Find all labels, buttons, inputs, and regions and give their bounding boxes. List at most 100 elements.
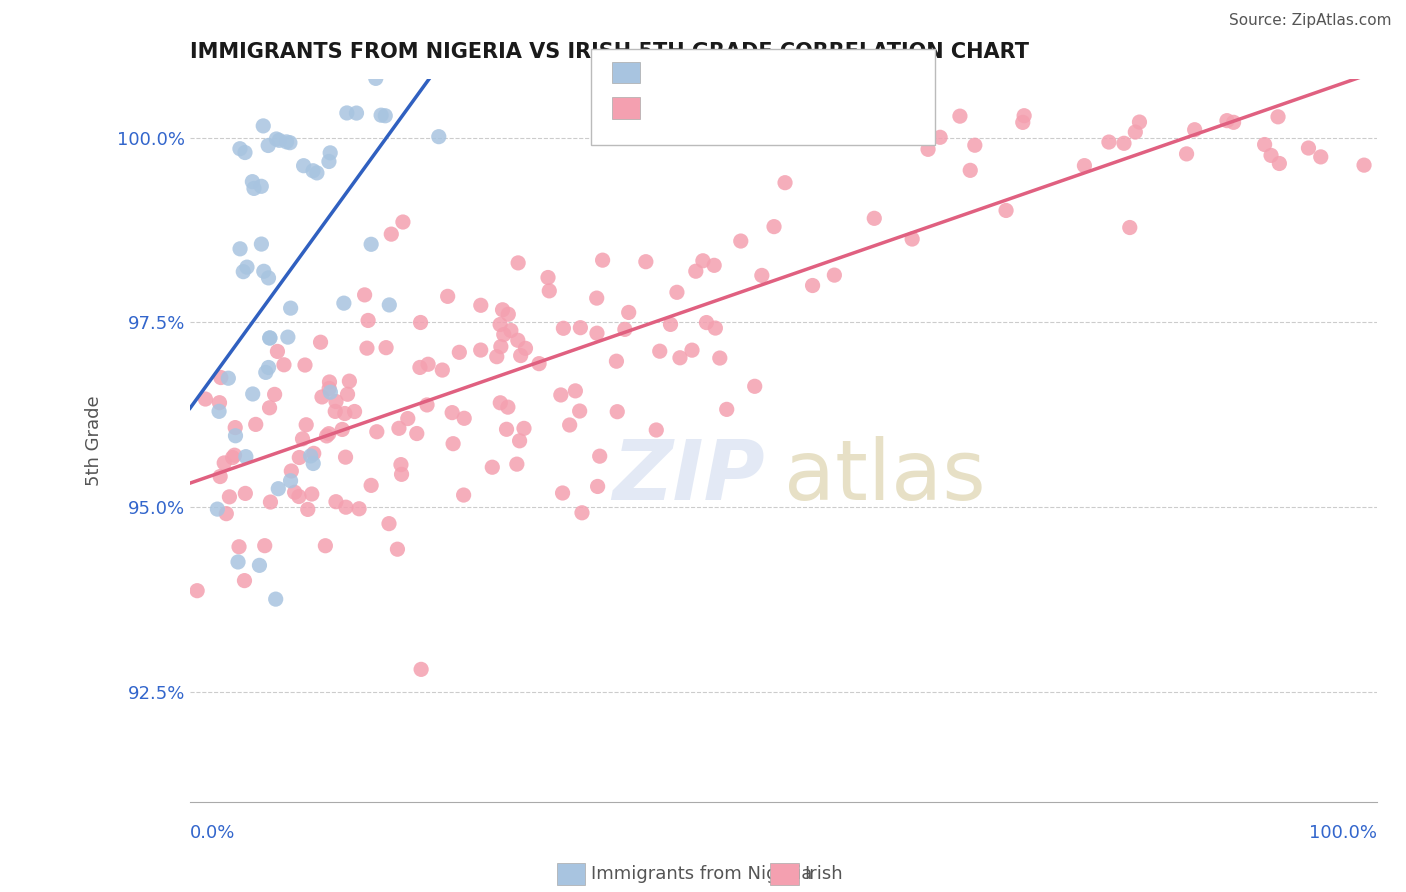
Point xyxy=(396,411,419,425)
Point xyxy=(370,108,392,122)
Point xyxy=(513,421,536,435)
Point xyxy=(299,449,322,463)
Point xyxy=(492,327,515,342)
Point xyxy=(875,127,897,141)
Point xyxy=(1175,147,1198,161)
Point xyxy=(685,264,707,278)
Point xyxy=(550,388,572,402)
Point xyxy=(267,482,290,496)
Point xyxy=(280,301,302,315)
Text: N =  54: N = 54 xyxy=(794,70,863,87)
Point xyxy=(311,390,333,404)
Point xyxy=(243,181,266,195)
Point xyxy=(481,460,503,475)
Point xyxy=(1298,141,1320,155)
Point xyxy=(250,237,273,252)
Point xyxy=(309,335,332,350)
Point xyxy=(1098,135,1121,149)
Point xyxy=(325,494,347,508)
Point xyxy=(292,159,315,173)
Point xyxy=(280,464,302,478)
Point xyxy=(288,450,311,465)
Point xyxy=(498,307,520,321)
Point xyxy=(1123,125,1146,139)
Text: 100.0%: 100.0% xyxy=(1309,824,1376,842)
Point xyxy=(863,121,886,136)
Point xyxy=(315,429,337,443)
Point xyxy=(801,278,824,293)
Point xyxy=(302,446,325,460)
Point xyxy=(411,662,433,676)
Point xyxy=(224,420,246,434)
Text: Immigrants from Nigeria: Immigrants from Nigeria xyxy=(591,865,811,883)
Text: IMMIGRANTS FROM NIGERIA VS IRISH 5TH GRADE CORRELATION CHART: IMMIGRANTS FROM NIGERIA VS IRISH 5TH GRA… xyxy=(190,42,1029,62)
Point xyxy=(294,358,316,372)
Point xyxy=(209,370,232,384)
Point xyxy=(229,242,252,256)
Point xyxy=(489,396,512,410)
Point xyxy=(208,404,231,418)
Point xyxy=(233,574,256,588)
Point xyxy=(208,395,231,409)
Text: R =   0.571: R = 0.571 xyxy=(651,105,752,123)
Point xyxy=(378,516,401,531)
Point xyxy=(659,318,682,332)
Point xyxy=(360,237,382,252)
Point xyxy=(1073,159,1095,173)
Point xyxy=(537,270,560,285)
Point xyxy=(416,357,439,371)
Point xyxy=(245,417,267,432)
Point xyxy=(405,426,427,441)
Point xyxy=(236,260,259,274)
Point xyxy=(441,436,464,450)
Point xyxy=(506,333,529,347)
Point xyxy=(558,417,581,432)
Point xyxy=(330,422,353,436)
Point xyxy=(568,404,591,418)
Point xyxy=(228,540,250,554)
Point xyxy=(333,407,356,421)
Point xyxy=(389,458,412,472)
Point xyxy=(470,298,492,312)
Point xyxy=(259,331,281,345)
Point xyxy=(319,145,342,160)
Point xyxy=(269,133,291,147)
Point xyxy=(695,316,717,330)
Point xyxy=(901,232,924,246)
Point xyxy=(709,351,731,365)
Text: 0.0%: 0.0% xyxy=(190,824,235,842)
Point xyxy=(449,345,471,359)
Point xyxy=(253,264,276,278)
Point xyxy=(959,163,981,178)
Point xyxy=(259,401,281,415)
Point xyxy=(224,429,246,443)
Point xyxy=(212,456,235,470)
Point xyxy=(392,215,415,229)
Point xyxy=(1112,136,1135,151)
Point xyxy=(1216,113,1239,128)
Point xyxy=(391,467,413,482)
Text: N = 167: N = 167 xyxy=(794,105,869,123)
Point xyxy=(366,425,388,439)
Point xyxy=(917,142,939,156)
Point xyxy=(1222,115,1244,129)
Point xyxy=(589,449,612,463)
Point xyxy=(280,474,302,488)
Point xyxy=(485,350,508,364)
Point xyxy=(344,37,367,52)
Point xyxy=(409,316,432,330)
Point xyxy=(221,450,243,465)
Text: atlas: atlas xyxy=(783,436,986,517)
Point xyxy=(335,450,357,465)
Point xyxy=(703,258,725,272)
Point xyxy=(509,349,531,363)
Point xyxy=(259,495,281,509)
Point xyxy=(207,502,229,516)
Point xyxy=(253,539,276,553)
Point xyxy=(436,289,458,303)
Point xyxy=(692,253,714,268)
Point xyxy=(346,106,368,120)
Point xyxy=(233,145,256,160)
Point xyxy=(648,344,671,359)
Point xyxy=(335,500,357,515)
